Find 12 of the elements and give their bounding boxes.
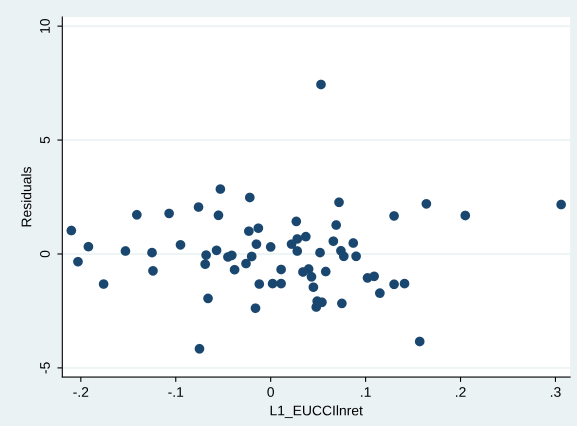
y-tick-label: 10 (40, 18, 50, 33)
y-tick-label: -5 (40, 362, 50, 374)
y-axis-title: Residuals (21, 167, 32, 226)
y-tick-label: 5 (40, 136, 50, 144)
x-tick-label: .3 (550, 387, 561, 397)
x-tick-label: .2 (456, 387, 466, 397)
x-tick-label: .1 (361, 387, 371, 397)
x-axis-title: L1_EUCCIlnret (270, 405, 363, 418)
y-tick-label: 0 (40, 250, 50, 258)
x-tick-label: 0 (267, 387, 274, 397)
x-tick-label: -.1 (168, 387, 184, 397)
x-tick-label: -.2 (73, 387, 88, 397)
